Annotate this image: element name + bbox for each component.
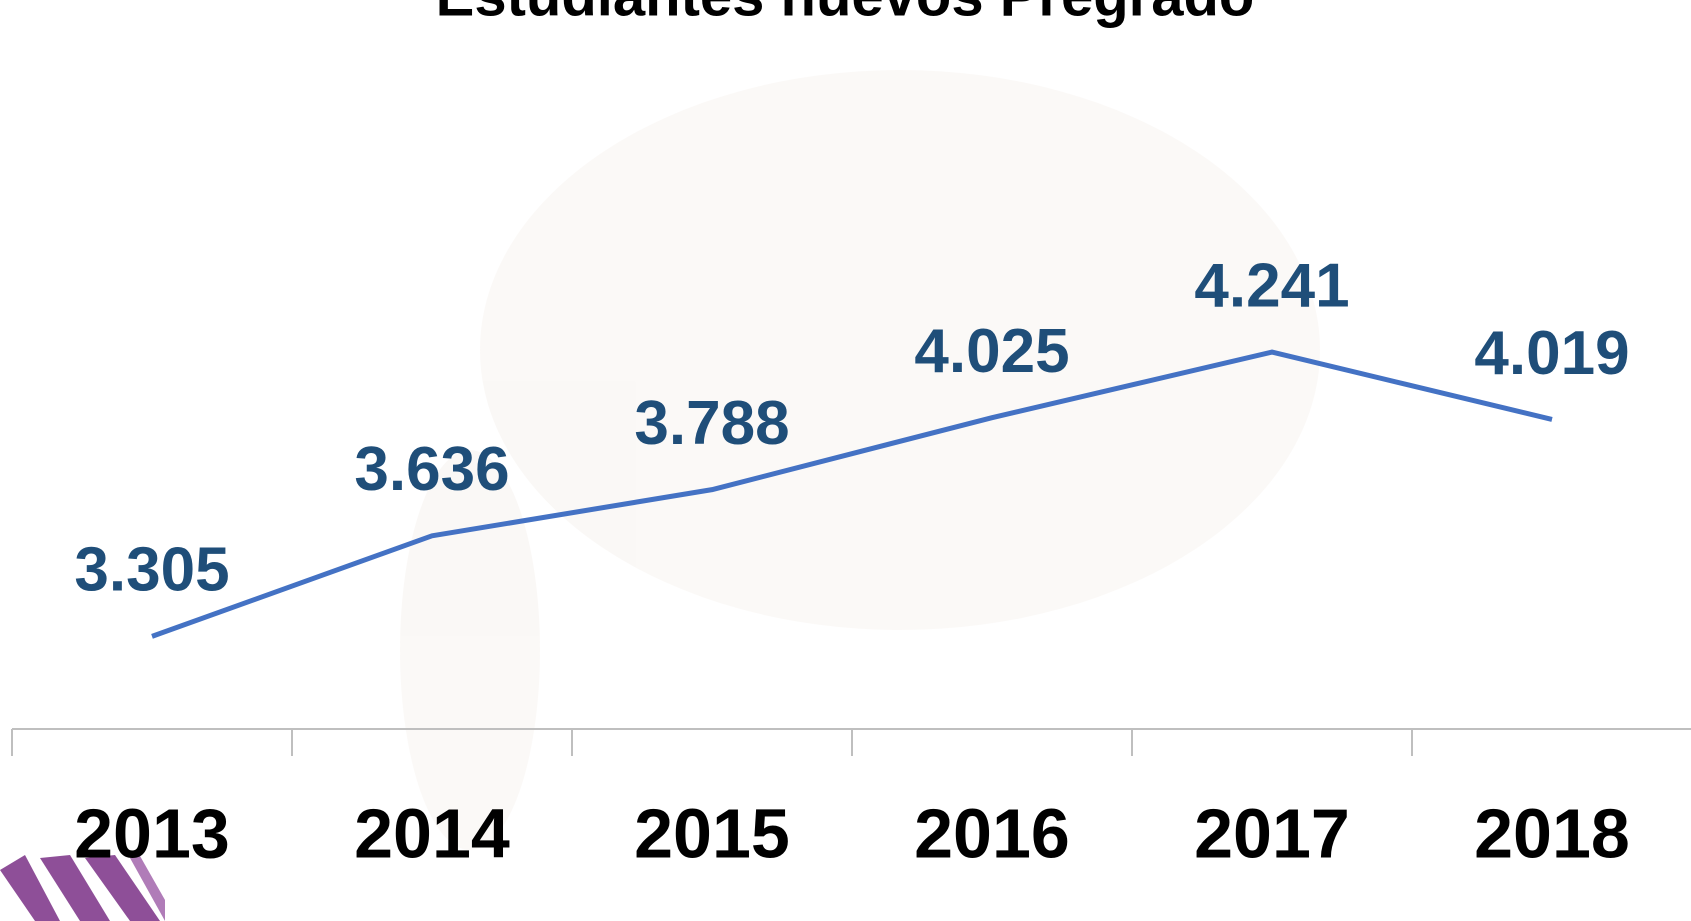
x-tick-label: 2015	[634, 794, 790, 872]
x-tick-label: 2013	[74, 794, 230, 872]
value-label: 4.025	[914, 317, 1069, 386]
value-label: 3.305	[74, 536, 229, 605]
x-tick-label: 2018	[1474, 794, 1630, 872]
x-tick-label: 2016	[914, 794, 1070, 872]
x-tick-label: 2014	[354, 794, 510, 872]
value-label: 4.241	[1194, 251, 1349, 320]
x-tick-label: 2017	[1194, 794, 1350, 872]
chart-title: Estudiantes nuevos Pregrado	[436, 0, 1255, 28]
chart: Estudiantes nuevos Pregrado 2013 2014 2015…	[0, 0, 1691, 921]
value-label: 4.019	[1474, 319, 1629, 388]
value-label: 3.788	[634, 389, 789, 458]
value-label: 3.636	[354, 435, 509, 504]
page: {"chart_data": {"type": "line", "title":…	[0, 0, 1691, 921]
